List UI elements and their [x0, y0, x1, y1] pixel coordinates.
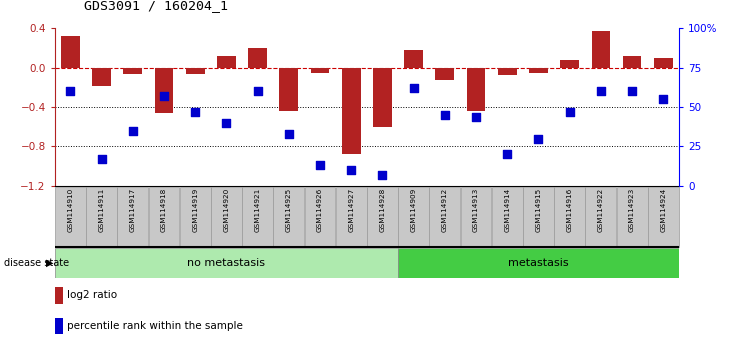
- Point: [626, 88, 638, 94]
- Text: GSM114915: GSM114915: [536, 188, 542, 232]
- Bar: [591, 31, 610, 68]
- Text: GSM114923: GSM114923: [629, 188, 635, 232]
- Bar: [55, 318, 63, 334]
- Bar: [217, 56, 236, 68]
- FancyBboxPatch shape: [429, 187, 461, 246]
- FancyBboxPatch shape: [617, 187, 648, 246]
- Bar: [55, 287, 63, 304]
- Bar: [466, 68, 485, 111]
- Bar: [529, 68, 548, 73]
- Point: [64, 88, 76, 94]
- Point: [127, 128, 139, 133]
- Point: [408, 85, 420, 91]
- Text: GDS3091 / 160204_1: GDS3091 / 160204_1: [84, 0, 228, 12]
- Point: [470, 114, 482, 119]
- Bar: [373, 68, 392, 127]
- Bar: [92, 68, 111, 86]
- FancyBboxPatch shape: [273, 187, 304, 246]
- Bar: [186, 68, 204, 74]
- FancyBboxPatch shape: [242, 187, 273, 246]
- Point: [220, 120, 232, 126]
- Text: GSM114919: GSM114919: [192, 188, 198, 232]
- Bar: [123, 68, 142, 74]
- Text: GSM114924: GSM114924: [661, 188, 666, 232]
- Point: [96, 156, 107, 162]
- Text: no metastasis: no metastasis: [188, 258, 266, 268]
- Point: [658, 96, 669, 102]
- Bar: [248, 48, 267, 68]
- FancyBboxPatch shape: [148, 187, 180, 246]
- Point: [595, 88, 607, 94]
- Point: [502, 152, 513, 157]
- Text: GSM114912: GSM114912: [442, 188, 447, 232]
- FancyBboxPatch shape: [211, 187, 242, 246]
- Bar: [342, 68, 361, 154]
- Point: [158, 93, 170, 99]
- Text: GSM114910: GSM114910: [67, 188, 73, 232]
- Point: [189, 109, 201, 115]
- Text: GSM114920: GSM114920: [223, 188, 229, 232]
- FancyBboxPatch shape: [180, 187, 211, 246]
- Bar: [436, 68, 454, 80]
- FancyBboxPatch shape: [367, 187, 398, 246]
- Text: GSM114911: GSM114911: [99, 188, 104, 232]
- Bar: [404, 50, 423, 68]
- Text: GSM114922: GSM114922: [598, 188, 604, 232]
- FancyBboxPatch shape: [304, 187, 336, 246]
- Point: [252, 88, 264, 94]
- Text: log2 ratio: log2 ratio: [67, 290, 118, 301]
- FancyBboxPatch shape: [398, 248, 679, 278]
- Text: GSM114927: GSM114927: [348, 188, 354, 232]
- Point: [564, 109, 575, 115]
- FancyBboxPatch shape: [336, 187, 366, 246]
- Bar: [155, 68, 173, 113]
- Point: [345, 167, 357, 173]
- Text: GSM114913: GSM114913: [473, 188, 479, 232]
- Bar: [561, 60, 579, 68]
- Bar: [654, 58, 672, 68]
- FancyBboxPatch shape: [461, 187, 491, 246]
- Point: [314, 162, 326, 168]
- FancyBboxPatch shape: [86, 187, 117, 246]
- Bar: [311, 68, 329, 73]
- FancyBboxPatch shape: [648, 187, 679, 246]
- Point: [283, 131, 295, 137]
- Text: GSM114918: GSM114918: [161, 188, 167, 232]
- Text: ▶: ▶: [46, 258, 53, 268]
- Bar: [498, 68, 517, 75]
- Text: GSM114926: GSM114926: [317, 188, 323, 232]
- Text: GSM114916: GSM114916: [566, 188, 572, 232]
- FancyBboxPatch shape: [585, 187, 616, 246]
- Text: disease state: disease state: [4, 258, 69, 268]
- Point: [377, 172, 388, 178]
- Text: metastasis: metastasis: [508, 258, 569, 268]
- FancyBboxPatch shape: [523, 187, 554, 246]
- FancyBboxPatch shape: [492, 187, 523, 246]
- Text: GSM114917: GSM114917: [130, 188, 136, 232]
- Text: GSM114921: GSM114921: [255, 188, 261, 232]
- Bar: [623, 56, 642, 68]
- Text: GSM114914: GSM114914: [504, 188, 510, 232]
- Text: GSM114909: GSM114909: [411, 188, 417, 232]
- Point: [533, 136, 545, 141]
- FancyBboxPatch shape: [55, 187, 86, 246]
- FancyBboxPatch shape: [118, 187, 148, 246]
- FancyBboxPatch shape: [55, 248, 398, 278]
- Point: [439, 112, 450, 118]
- FancyBboxPatch shape: [398, 187, 429, 246]
- Bar: [280, 68, 298, 111]
- Text: percentile rank within the sample: percentile rank within the sample: [67, 321, 243, 331]
- FancyBboxPatch shape: [554, 187, 585, 246]
- Text: GSM114928: GSM114928: [380, 188, 385, 232]
- Text: GSM114925: GSM114925: [286, 188, 292, 232]
- Bar: [61, 36, 80, 68]
